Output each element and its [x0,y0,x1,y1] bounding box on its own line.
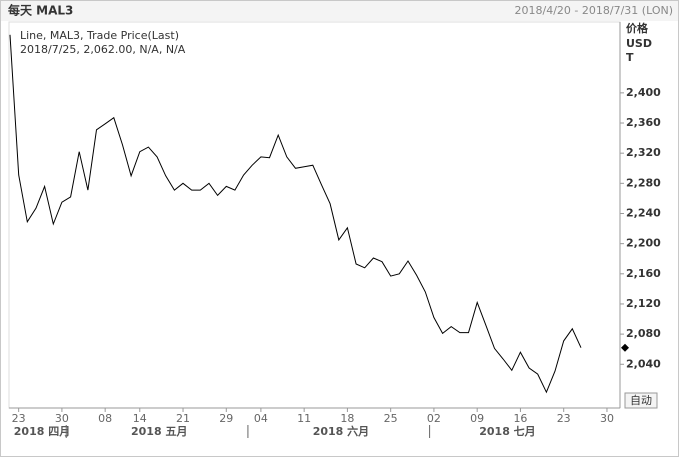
x-tick-label: 25 [384,412,398,425]
legend-line: Line, MAL3, Trade Price(Last) [20,29,179,42]
x-tick-label: 08 [98,412,112,425]
y-tick-label: 2,240 [626,206,661,219]
y-axis-label: USD [626,37,652,50]
last-price-marker [621,343,629,352]
price-line [9,34,582,394]
x-tick-label: 30 [600,412,614,425]
month-label: 2018 六月 [313,424,369,438]
auto-button-label[interactable]: 自动 [630,394,652,407]
x-tick-label: 29 [219,412,233,425]
x-tick-label: 02 [427,412,441,425]
y-axis-label: 价格 [626,21,649,35]
plot-area [8,21,621,409]
month-label: 2018 四月 [14,425,70,438]
month-label: 2018 五月 [131,425,187,438]
y-tick-label: 2,200 [626,237,661,250]
y-tick-label: 2,280 [626,176,661,189]
y-axis-label: T [626,51,634,64]
x-tick-label: 14 [133,412,147,425]
x-tick-label: 04 [254,412,268,425]
x-tick-label: 09 [470,412,484,425]
date-range: 2018/4/20 - 2018/7/31 (LON) [515,4,673,17]
x-tick-label: 23 [557,412,571,425]
x-tick-label: 21 [176,412,190,425]
x-tick-label: 30 [55,412,69,425]
y-tick-label: 2,120 [626,297,661,310]
x-tick-label: 16 [513,412,527,425]
x-tick-label: 18 [340,412,354,425]
legend-line: 2018/7/25, 2,062.00, N/A, N/A [20,43,186,56]
month-label: 2018 七月 [479,424,535,438]
chart-title: 每天 MAL3 [8,3,73,18]
x-tick-label: 23 [12,412,26,425]
y-tick-label: 2,040 [626,357,661,370]
y-tick-label: 2,360 [626,116,661,129]
header-bar [1,1,678,21]
y-tick-label: 2,080 [626,327,661,340]
x-tick-label: 11 [297,412,311,425]
y-tick-label: 2,400 [626,86,661,99]
y-tick-label: 2,160 [626,267,661,280]
auto-button[interactable] [624,392,658,409]
y-tick-label: 2,320 [626,146,661,159]
